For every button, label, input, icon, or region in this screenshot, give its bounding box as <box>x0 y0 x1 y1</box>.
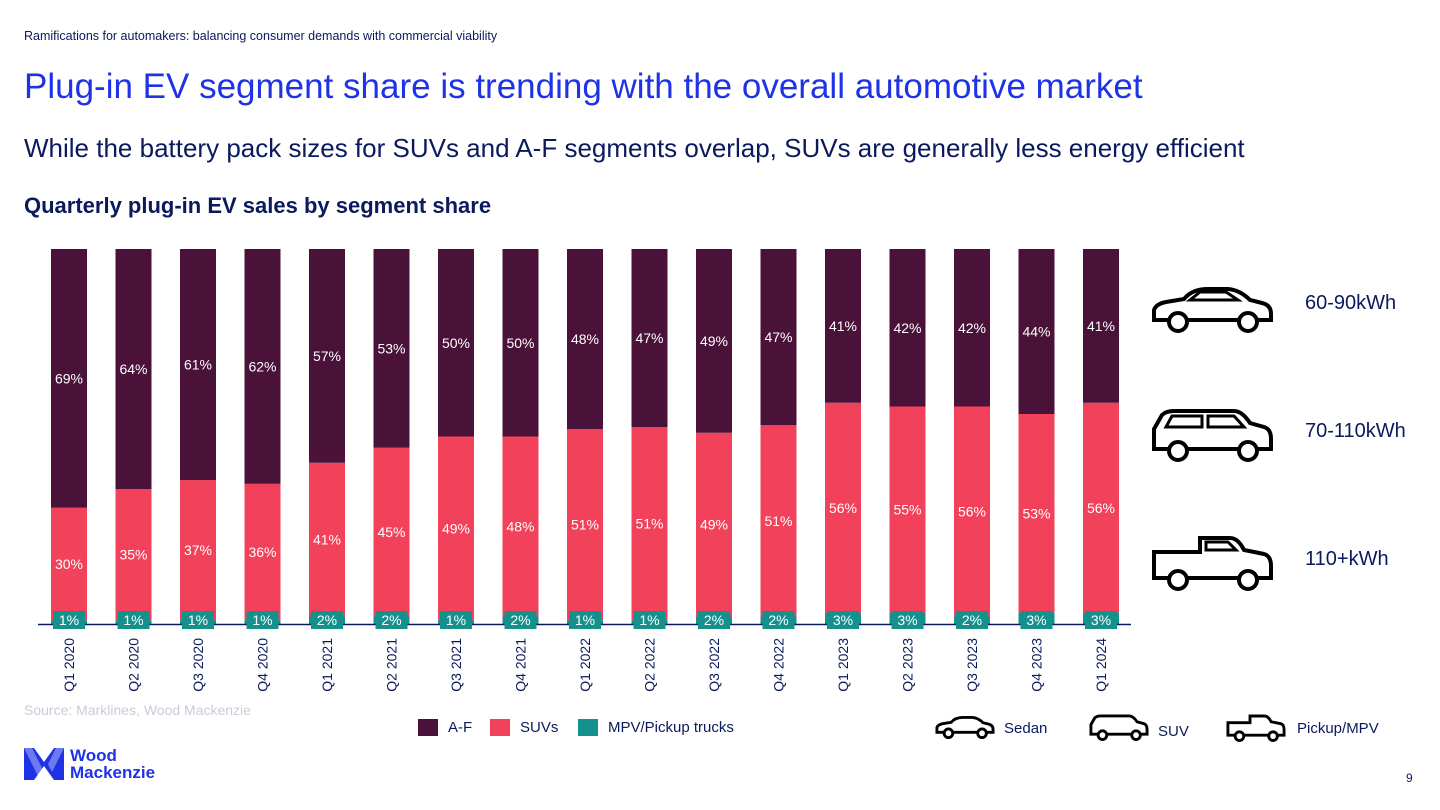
data-label-mpv-q1-2022: 1% <box>575 612 595 628</box>
wood-mackenzie-logo: Wood Mackenzie <box>24 747 155 781</box>
x-tick-label-q3-2023: Q3 2023 <box>964 638 980 692</box>
data-label-suvs-q3-2021: 49% <box>442 520 470 536</box>
legend-label-pickup: Pickup/MPV <box>1297 720 1379 737</box>
data-label-a-f-q4-2023: 44% <box>1022 324 1050 340</box>
x-tick-label-q2-2023: Q2 2023 <box>900 638 916 692</box>
pickup-truck-icon <box>1150 534 1275 592</box>
x-tick-label-q4-2020: Q4 2020 <box>255 638 271 692</box>
data-label-a-f-q1-2021: 57% <box>313 348 341 364</box>
data-label-mpv-q3-2021: 1% <box>446 612 466 628</box>
logo-text-line2: Mackenzie <box>70 764 155 781</box>
suv-icon <box>1089 714 1149 741</box>
data-label-suvs-q3-2023: 56% <box>958 504 986 520</box>
x-tick-label-q4-2021: Q4 2021 <box>513 638 529 692</box>
data-label-mpv-q2-2020: 1% <box>123 612 143 628</box>
data-label-suvs-q4-2021: 48% <box>506 519 534 535</box>
data-label-a-f-q2-2020: 64% <box>119 361 147 377</box>
data-label-a-f-q1-2024: 41% <box>1087 318 1115 334</box>
data-label-suvs-q4-2022: 51% <box>764 513 792 529</box>
x-tick-label-q3-2020: Q3 2020 <box>190 638 206 692</box>
legend-label-suvs: SUVs <box>520 719 558 736</box>
data-label-mpv-q4-2020: 1% <box>252 612 272 628</box>
data-label-suvs-q1-2020: 30% <box>55 556 83 572</box>
suv-capacity-label: 70-110kWh <box>1305 420 1406 443</box>
legend-item-suvs: SUVs <box>490 719 558 736</box>
sedan-icon <box>1150 286 1275 336</box>
data-label-suvs-q1-2022: 51% <box>571 517 599 533</box>
data-label-mpv-q3-2023: 2% <box>962 612 982 628</box>
data-label-suvs-q2-2022: 51% <box>635 516 663 532</box>
source-note: Source: Marklines, Wood Mackenzie <box>24 702 251 718</box>
data-label-a-f-q2-2021: 53% <box>377 340 405 356</box>
data-label-suvs-q2-2020: 35% <box>119 547 147 563</box>
legend-item-af: A-F <box>418 719 472 736</box>
data-label-a-f-q2-2023: 42% <box>893 320 921 336</box>
page-number: 9 <box>1406 771 1413 785</box>
sedan-capacity-label: 60-90kWh <box>1305 292 1396 315</box>
data-label-a-f-q1-2023: 41% <box>829 318 857 334</box>
x-tick-label-q4-2022: Q4 2022 <box>771 638 787 692</box>
data-label-mpv-q1-2024: 3% <box>1091 612 1111 628</box>
data-label-a-f-q3-2023: 42% <box>958 320 986 336</box>
data-label-mpv-q2-2022: 1% <box>639 612 659 628</box>
x-tick-label-q1-2023: Q1 2023 <box>835 638 851 692</box>
legend-label-mpv: MPV/Pickup trucks <box>608 719 734 736</box>
data-label-a-f-q2-2022: 47% <box>635 330 663 346</box>
data-label-mpv-q1-2023: 3% <box>833 612 853 628</box>
x-tick-label-q4-2023: Q4 2023 <box>1029 638 1045 692</box>
legend-label-sedan: Sedan <box>1004 720 1047 737</box>
data-label-a-f-q1-2020: 69% <box>55 370 83 386</box>
data-label-suvs-q4-2023: 53% <box>1022 505 1050 521</box>
x-tick-label-q1-2022: Q1 2022 <box>577 638 593 692</box>
data-label-suvs-q1-2023: 56% <box>829 500 857 516</box>
data-label-suvs-q4-2020: 36% <box>248 544 276 560</box>
pickup-truck-icon <box>1226 714 1286 742</box>
legend-label-af: A-F <box>448 719 472 736</box>
data-label-mpv-q1-2020: 1% <box>59 612 79 628</box>
suv-icon <box>1150 407 1275 463</box>
x-tick-label-q3-2021: Q3 2021 <box>448 638 464 692</box>
legend-label-suv: SUV <box>1158 723 1189 740</box>
x-tick-label-q2-2021: Q2 2021 <box>384 638 400 692</box>
data-label-mpv-q3-2020: 1% <box>188 612 208 628</box>
data-label-mpv-q4-2022: 2% <box>768 612 788 628</box>
data-label-suvs-q1-2021: 41% <box>313 532 341 548</box>
x-tick-label-q1-2021: Q1 2021 <box>319 638 335 692</box>
data-label-a-f-q3-2020: 61% <box>184 357 212 373</box>
data-label-mpv-q4-2021: 2% <box>510 612 530 628</box>
data-label-a-f-q4-2020: 62% <box>248 358 276 374</box>
data-label-mpv-q2-2023: 3% <box>897 612 917 628</box>
legend-swatch-af <box>418 719 438 736</box>
x-tick-label-q3-2022: Q3 2022 <box>706 638 722 692</box>
data-label-mpv-q3-2022: 2% <box>704 612 724 628</box>
data-label-suvs-q3-2022: 49% <box>700 517 728 533</box>
data-label-suvs-q3-2020: 37% <box>184 542 212 558</box>
legend-swatch-suvs <box>490 719 510 736</box>
data-label-suvs-q1-2024: 56% <box>1087 500 1115 516</box>
legend-item-mpv: MPV/Pickup trucks <box>578 719 734 736</box>
data-label-suvs-q2-2021: 45% <box>377 524 405 540</box>
x-tick-label-q2-2020: Q2 2020 <box>126 638 142 692</box>
x-tick-label-q1-2024: Q1 2024 <box>1093 638 1109 692</box>
data-label-suvs-q2-2023: 55% <box>893 502 921 518</box>
data-label-mpv-q4-2023: 3% <box>1026 612 1046 628</box>
logo-text-line1: Wood <box>70 747 155 764</box>
logo-mark-icon <box>24 748 64 780</box>
x-tick-label-q1-2020: Q1 2020 <box>61 638 77 692</box>
data-label-mpv-q1-2021: 2% <box>317 612 337 628</box>
data-label-mpv-q2-2021: 2% <box>381 612 401 628</box>
data-label-a-f-q3-2021: 50% <box>442 335 470 351</box>
data-label-a-f-q4-2021: 50% <box>506 335 534 351</box>
data-label-a-f-q1-2022: 48% <box>571 331 599 347</box>
legend-swatch-mpv <box>578 719 598 736</box>
pickup-capacity-label: 110+kWh <box>1305 548 1389 571</box>
data-label-a-f-q3-2022: 49% <box>700 333 728 349</box>
data-label-a-f-q4-2022: 47% <box>764 329 792 345</box>
sedan-icon <box>935 716 995 740</box>
x-tick-label-q2-2022: Q2 2022 <box>642 638 658 692</box>
